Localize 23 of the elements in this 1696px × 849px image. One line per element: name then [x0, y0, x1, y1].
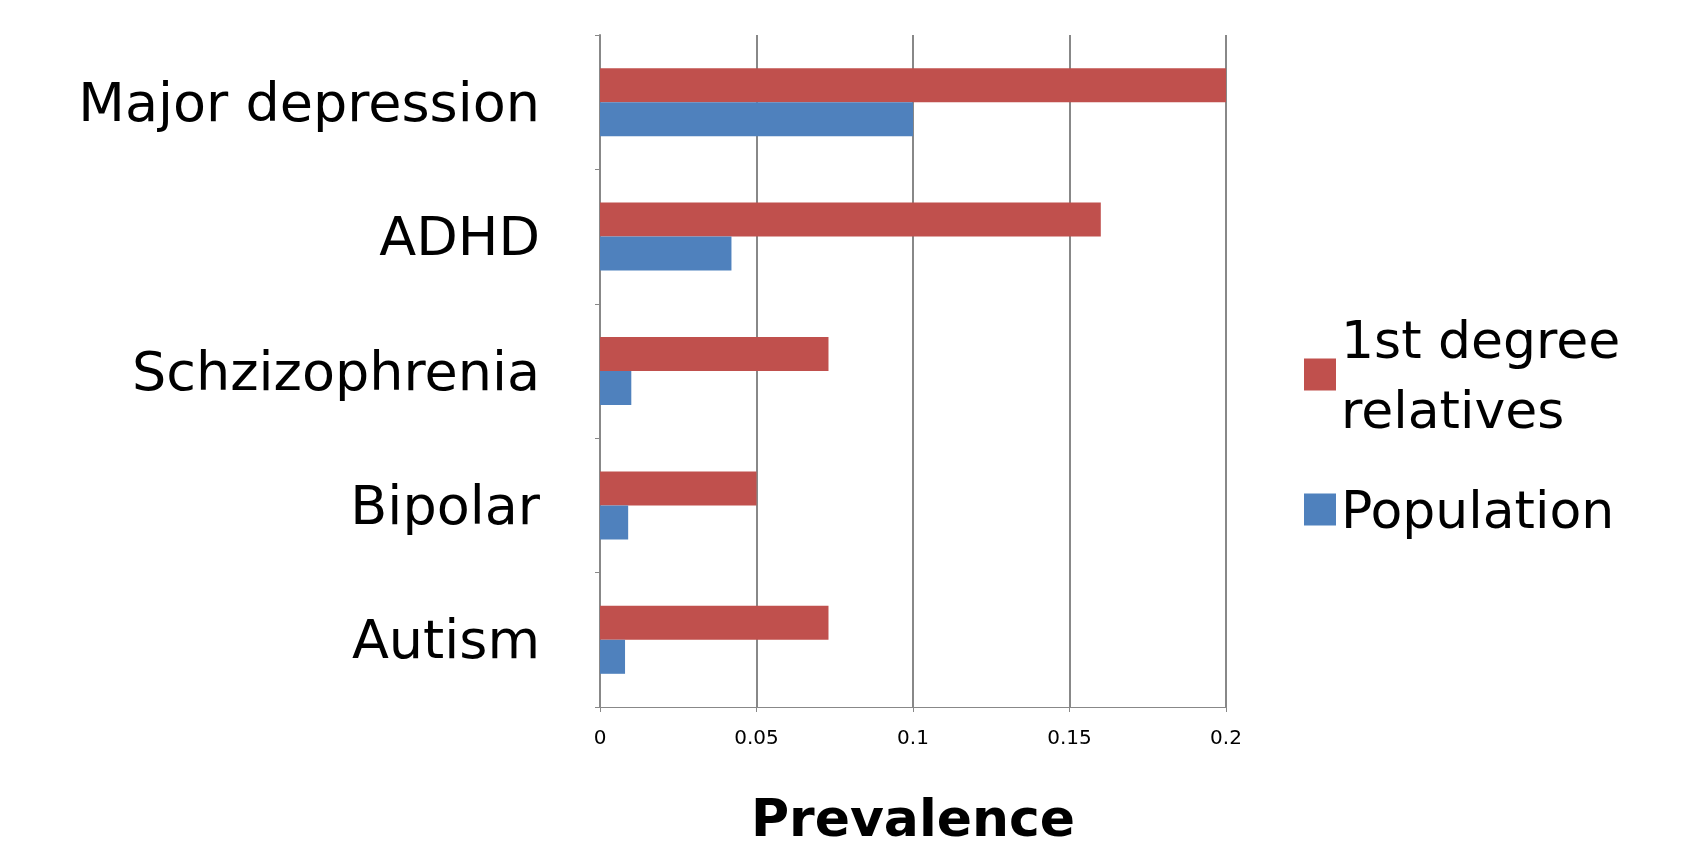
y-tick-label: Bipolar	[350, 473, 541, 537]
bar	[600, 471, 757, 506]
y-tick-label: Major depression	[78, 70, 540, 134]
bar	[600, 236, 732, 271]
bar	[600, 605, 829, 640]
x-axis-title: Prevalence	[750, 788, 1076, 848]
bar	[600, 202, 1101, 237]
legend-label: 1st degree relatives	[1341, 309, 1637, 440]
legend-label: Population	[1341, 479, 1615, 540]
x-tick-label: 0.2	[1210, 725, 1242, 749]
y-tick-label: Schzizophrenia	[132, 339, 540, 403]
x-tick-label: 0	[593, 725, 607, 749]
bar	[600, 68, 1226, 103]
bar	[600, 102, 913, 137]
bar	[600, 371, 632, 405]
x-tick-label: 0.1	[897, 725, 929, 749]
x-tick-label: 0.05	[734, 725, 779, 749]
y-tick-label: Autism	[351, 608, 540, 672]
bar	[600, 337, 829, 371]
x-tick-label: 0.15	[1047, 725, 1092, 749]
bar	[600, 639, 626, 674]
y-tick-label: ADHD	[379, 205, 540, 269]
bar	[600, 505, 629, 540]
